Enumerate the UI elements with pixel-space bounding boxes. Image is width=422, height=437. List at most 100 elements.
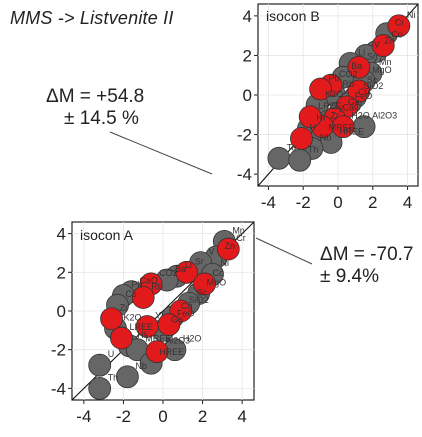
data-point	[88, 376, 112, 400]
panel-title-a: isocon A	[80, 227, 134, 243]
point-label: Cu	[181, 301, 193, 311]
x-tick-label: 4	[237, 407, 246, 426]
y-tick-label: 2	[243, 46, 252, 65]
data-point	[131, 286, 155, 309]
data-point	[110, 326, 133, 350]
point-label: MgO	[372, 65, 392, 75]
point-label: Th	[308, 144, 319, 154]
data-point	[371, 34, 395, 57]
point-label: H2O	[183, 334, 202, 344]
point-label: MREE	[329, 123, 355, 133]
point-label: V	[209, 247, 215, 257]
data-point	[193, 272, 216, 296]
point-label: Hf	[137, 330, 146, 340]
y-tick-label: 4	[57, 225, 66, 244]
delta-mass-a: ΔM = -70.7 ± 9.4%	[320, 244, 413, 288]
point-label: Zr	[330, 111, 339, 121]
y-tick-label: -2	[237, 126, 252, 145]
data-point	[135, 315, 159, 338]
point-label: CaO	[343, 103, 362, 113]
point-label: Rb	[343, 79, 355, 89]
x-tick-label: 2	[198, 407, 207, 426]
x-tick-label: -4	[261, 193, 276, 212]
point-label: Sr	[195, 256, 204, 266]
y-tick-label: 0	[243, 86, 252, 105]
point-label: CO2	[159, 268, 178, 278]
point-label: Ni	[220, 258, 229, 268]
point-label: U	[108, 349, 115, 359]
data-point	[290, 127, 313, 150]
data-point	[298, 105, 322, 129]
point-label: SiO2	[189, 295, 209, 305]
point-label: Zn	[224, 241, 235, 251]
point-label: Li	[358, 47, 365, 57]
point-label: MREE	[145, 334, 171, 344]
y-tick-label: -4	[51, 379, 66, 398]
figure-title: MMS -> Listvenite II	[10, 8, 174, 28]
point-label: HREE	[159, 347, 184, 357]
point-label: K2O	[325, 89, 343, 99]
point-label: Cs	[126, 289, 137, 299]
point-label: Hf	[316, 113, 325, 123]
point-label: Ba	[175, 264, 186, 274]
point-label: MgO	[207, 278, 227, 288]
data-point	[175, 260, 199, 284]
x-tick-label: -4	[76, 407, 91, 426]
data-point	[309, 77, 333, 101]
point-label: Zr	[120, 303, 129, 313]
panel-title-b: isocon B	[266, 8, 320, 24]
point-label: Ta	[287, 142, 297, 152]
data-point	[216, 237, 240, 261]
delta-mass-a-value: ΔM = -70.7	[320, 244, 414, 265]
leader-line-a	[255, 237, 313, 265]
point-label: Co	[391, 30, 403, 40]
x-tick-label: 4	[403, 193, 412, 212]
point-label: Sc	[367, 75, 378, 85]
point-label: Cr	[236, 233, 246, 243]
point-label: Nb	[320, 132, 332, 142]
x-tick-label: 0	[158, 407, 167, 426]
data-point	[100, 307, 123, 331]
point-label: K2O	[124, 312, 142, 322]
data-point	[347, 55, 371, 79]
x-tick-label: -2	[296, 193, 311, 212]
x-tick-label: -2	[116, 407, 131, 426]
delta-mass-b-uncertainty: ± 14.5 %	[64, 108, 139, 129]
point-label: LREE	[318, 101, 342, 111]
y-tick-label: 4	[243, 7, 252, 26]
point-label: V	[374, 39, 380, 49]
data-point	[331, 115, 355, 139]
y-tick-label: 2	[57, 263, 66, 282]
point-label: Mn	[379, 57, 392, 67]
data-point	[115, 365, 139, 389]
delta-mass-b-value: ΔM = +54.8	[46, 86, 145, 107]
data-point	[145, 340, 169, 364]
point-label: LREE	[129, 322, 153, 332]
y-tick-label: -2	[51, 341, 66, 360]
x-tick-label: 0	[333, 193, 342, 212]
point-label: U	[309, 123, 316, 133]
point-label: SiO2	[363, 81, 383, 91]
point-label: Ni	[407, 10, 416, 20]
point-label: Ga	[348, 97, 360, 107]
point-label: Sc	[197, 287, 208, 297]
data-point	[88, 353, 112, 377]
point-label: Rb	[151, 281, 163, 291]
point-label: Cu	[358, 87, 370, 97]
point-label: Y	[337, 105, 343, 115]
leader-line-b	[109, 131, 213, 175]
y-tick-label: -4	[237, 165, 252, 184]
point-label: Cr	[395, 18, 405, 28]
point-label: FeO	[177, 309, 195, 319]
delta-mass-a-uncertainty: ± 9.4%	[320, 266, 380, 287]
data-point	[347, 79, 371, 103]
point-label: Nb	[135, 361, 147, 371]
point-label: Y	[155, 310, 161, 320]
point-label: Mn	[232, 225, 245, 235]
point-label: H2O	[351, 111, 370, 121]
point-label: Sr	[367, 51, 376, 61]
point-label: HREE	[339, 126, 364, 136]
